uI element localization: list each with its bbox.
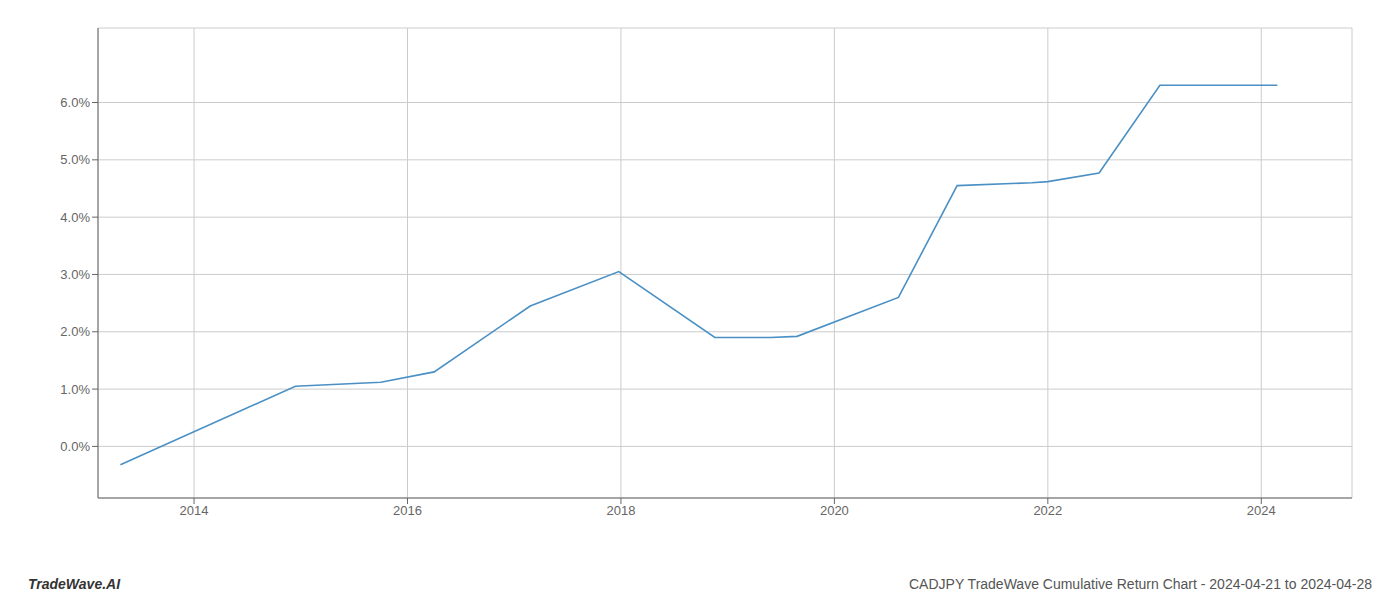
svg-text:2018: 2018 [606,503,635,518]
svg-text:6.0%: 6.0% [60,95,90,110]
svg-text:2024: 2024 [1247,503,1276,518]
svg-text:2014: 2014 [180,503,209,518]
html-text:TradeWave.AI: TradeWave.AI [28,576,121,592]
svg-text:2022: 2022 [1033,503,1062,518]
svg-text:2020: 2020 [820,503,849,518]
svg-text:1.0%: 1.0% [60,382,90,397]
svg-text:4.0%: 4.0% [60,210,90,225]
html-text:CADJPY TradeWave Cumulative Re: CADJPY TradeWave Cumulative Return Chart… [909,576,1372,592]
svg-text:2016: 2016 [393,503,422,518]
svg-text:5.0%: 5.0% [60,152,90,167]
svg-text:3.0%: 3.0% [60,267,90,282]
svg-text:0.0%: 0.0% [60,439,90,454]
svg-text:2.0%: 2.0% [60,324,90,339]
